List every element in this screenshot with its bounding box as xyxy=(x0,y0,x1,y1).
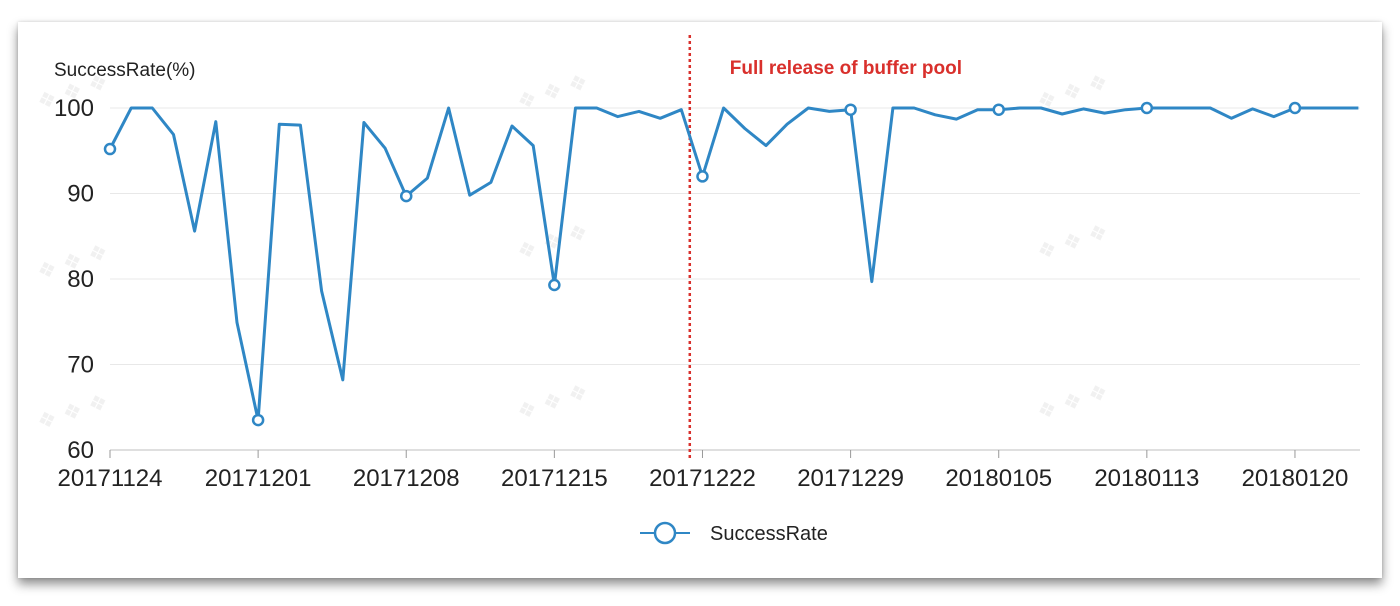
x-tick-label: 20180105 xyxy=(945,465,1052,492)
y-axis-title: SuccessRate(%) xyxy=(54,60,196,81)
x-tick-label: 20171215 xyxy=(501,465,608,492)
annotation-label: Full release of buffer pool xyxy=(730,58,962,79)
x-tick-label: 20171124 xyxy=(58,465,163,492)
y-axis: 60 70 80 90 100 xyxy=(54,95,94,464)
data-point xyxy=(103,142,117,156)
data-point xyxy=(1288,101,1302,115)
watermark-mark: ❖ ❖ ❖ xyxy=(1034,379,1111,425)
data-point xyxy=(1140,101,1154,115)
watermark-mark: ❖ ❖ ❖ xyxy=(514,219,591,265)
watermark-mark: ❖ ❖ ❖ xyxy=(34,389,111,435)
x-tick-label: 20180113 xyxy=(1094,465,1199,492)
x-tick-label: 20171222 xyxy=(649,465,756,492)
legend[interactable]: SuccessRate xyxy=(640,521,828,545)
legend-label: SuccessRate xyxy=(710,523,828,545)
legend-marker-icon xyxy=(653,521,677,545)
y-tick-label: 80 xyxy=(67,266,94,293)
series-successrate xyxy=(103,101,1359,427)
data-point xyxy=(844,103,857,116)
x-tick-label: 20171229 xyxy=(797,465,904,492)
y-tick-label: 60 xyxy=(67,437,94,464)
data-point xyxy=(251,413,265,427)
chart-card xyxy=(18,22,1382,578)
x-axis: 20171124 20171201 20171208 20171215 20171222… xyxy=(58,450,1349,492)
data-point xyxy=(548,278,561,292)
grid-lines xyxy=(110,107,1360,451)
x-tick-label: 20180120 xyxy=(1242,465,1349,492)
data-point xyxy=(696,170,709,183)
series-line xyxy=(108,106,1359,422)
y-tick-label: 70 xyxy=(67,352,94,379)
data-point xyxy=(992,103,1005,116)
watermark-mark: ❖ ❖ ❖ xyxy=(514,379,591,425)
y-tick-label: 90 xyxy=(67,181,94,208)
x-tick-label: 20171208 xyxy=(353,465,460,492)
x-tick-label: 20171201 xyxy=(205,465,312,492)
y-tick-label: 100 xyxy=(54,95,94,122)
watermark-mark: ❖ ❖ ❖ xyxy=(1034,219,1111,265)
data-point xyxy=(399,189,413,203)
